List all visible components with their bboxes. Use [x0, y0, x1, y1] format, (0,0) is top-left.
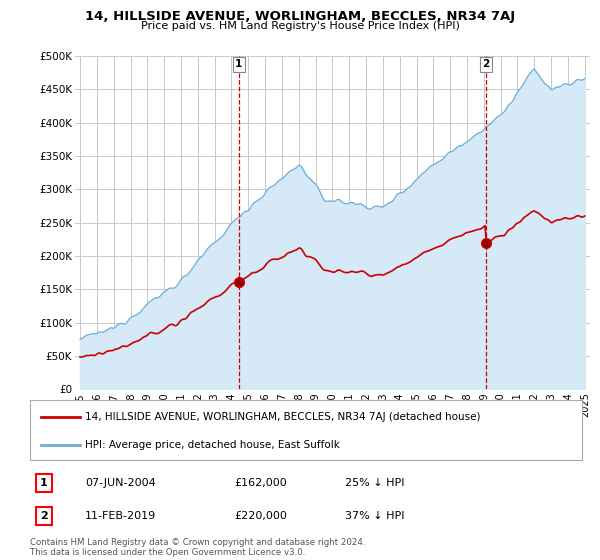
- Text: £220,000: £220,000: [234, 511, 287, 521]
- Text: 25% ↓ HPI: 25% ↓ HPI: [344, 478, 404, 488]
- Text: 14, HILLSIDE AVENUE, WORLINGHAM, BECCLES, NR34 7AJ (detached house): 14, HILLSIDE AVENUE, WORLINGHAM, BECCLES…: [85, 412, 481, 422]
- Text: 07-JUN-2004: 07-JUN-2004: [85, 478, 156, 488]
- Text: 2: 2: [482, 59, 490, 69]
- Text: 1: 1: [40, 478, 47, 488]
- Text: £162,000: £162,000: [234, 478, 287, 488]
- Text: 1: 1: [235, 59, 242, 69]
- Text: 37% ↓ HPI: 37% ↓ HPI: [344, 511, 404, 521]
- Text: Price paid vs. HM Land Registry's House Price Index (HPI): Price paid vs. HM Land Registry's House …: [140, 21, 460, 31]
- Text: HPI: Average price, detached house, East Suffolk: HPI: Average price, detached house, East…: [85, 440, 340, 450]
- Text: 11-FEB-2019: 11-FEB-2019: [85, 511, 157, 521]
- Text: 2: 2: [40, 511, 47, 521]
- Text: Contains HM Land Registry data © Crown copyright and database right 2024.
This d: Contains HM Land Registry data © Crown c…: [30, 538, 365, 557]
- Text: 14, HILLSIDE AVENUE, WORLINGHAM, BECCLES, NR34 7AJ: 14, HILLSIDE AVENUE, WORLINGHAM, BECCLES…: [85, 10, 515, 22]
